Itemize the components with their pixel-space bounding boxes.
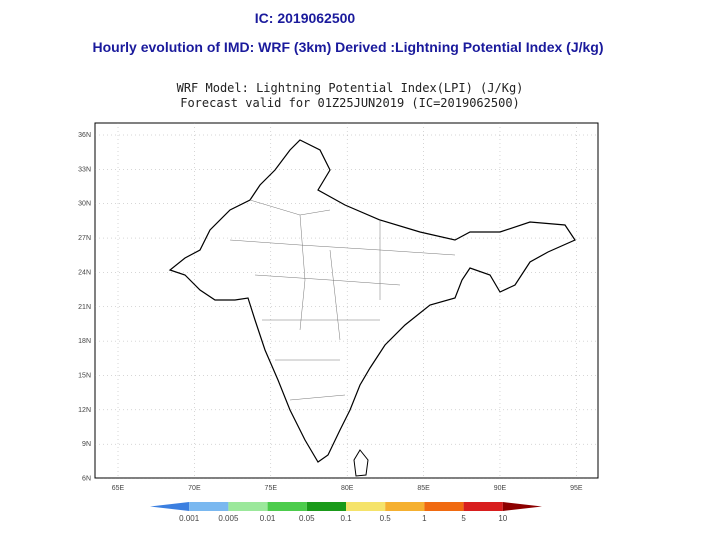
- colorbar-label: 0.005: [218, 514, 239, 523]
- colorbar-cell: [189, 502, 229, 511]
- colorbar-label: 0.5: [380, 514, 392, 523]
- lon-label: 80E: [341, 485, 354, 492]
- map-frame: [94, 122, 599, 479]
- lon-label: 95E: [570, 485, 583, 492]
- colorbar-cell: [228, 502, 268, 511]
- lat-label: 9N: [82, 441, 91, 448]
- lat-label: 33N: [78, 166, 91, 173]
- lat-label: 36N: [78, 132, 91, 139]
- lon-label: 85E: [417, 485, 430, 492]
- state-borders: [229, 199, 456, 401]
- lat-label: 12N: [78, 407, 91, 414]
- lon-label: 75E: [265, 485, 278, 492]
- colorbar-cell: [267, 502, 307, 511]
- lat-label: 30N: [78, 201, 91, 208]
- colorbar-label: 0.1: [340, 514, 352, 523]
- colorbar-label: 0.05: [299, 514, 315, 523]
- lon-label: 65E: [112, 485, 125, 492]
- sri-lanka: [353, 449, 369, 477]
- colorbar-label: 5: [461, 514, 466, 523]
- lat-label: 27N: [78, 235, 91, 242]
- ic-label: IC: 2019062500: [255, 10, 356, 26]
- india-outline: [168, 139, 576, 463]
- lat-label: 18N: [78, 338, 91, 345]
- colorbar-label: 1: [422, 514, 427, 523]
- page-title: Hourly evolution of IMD: WRF (3km) Deriv…: [92, 39, 603, 55]
- lon-label: 70E: [188, 485, 201, 492]
- colorbar-cell: [150, 502, 190, 511]
- map-subtitle: Forecast valid for 01Z25JUN2019 (IC=2019…: [180, 96, 520, 110]
- lat-label: 15N: [78, 372, 91, 379]
- colorbar-cell: [502, 502, 542, 511]
- colorbar-cell: [346, 502, 386, 511]
- lat-label: 21N: [78, 304, 91, 311]
- colorbar-cell: [424, 502, 464, 511]
- colorbar: 0.001 0.005 0.01 0.05 0.1 0.5 1 5 10: [150, 502, 542, 523]
- lat-label: 24N: [78, 269, 91, 276]
- colorbar-cell: [385, 502, 425, 511]
- colorbar-cell: [463, 502, 503, 511]
- colorbar-label: 10: [498, 514, 507, 523]
- colorbar-label: 0.001: [179, 514, 200, 523]
- map-title: WRF Model: Lightning Potential Index(LPI…: [177, 81, 524, 95]
- lon-label: 90E: [494, 485, 507, 492]
- colorbar-label: 0.01: [260, 514, 276, 523]
- lat-label: 6N: [82, 476, 91, 483]
- colorbar-cell: [306, 502, 346, 511]
